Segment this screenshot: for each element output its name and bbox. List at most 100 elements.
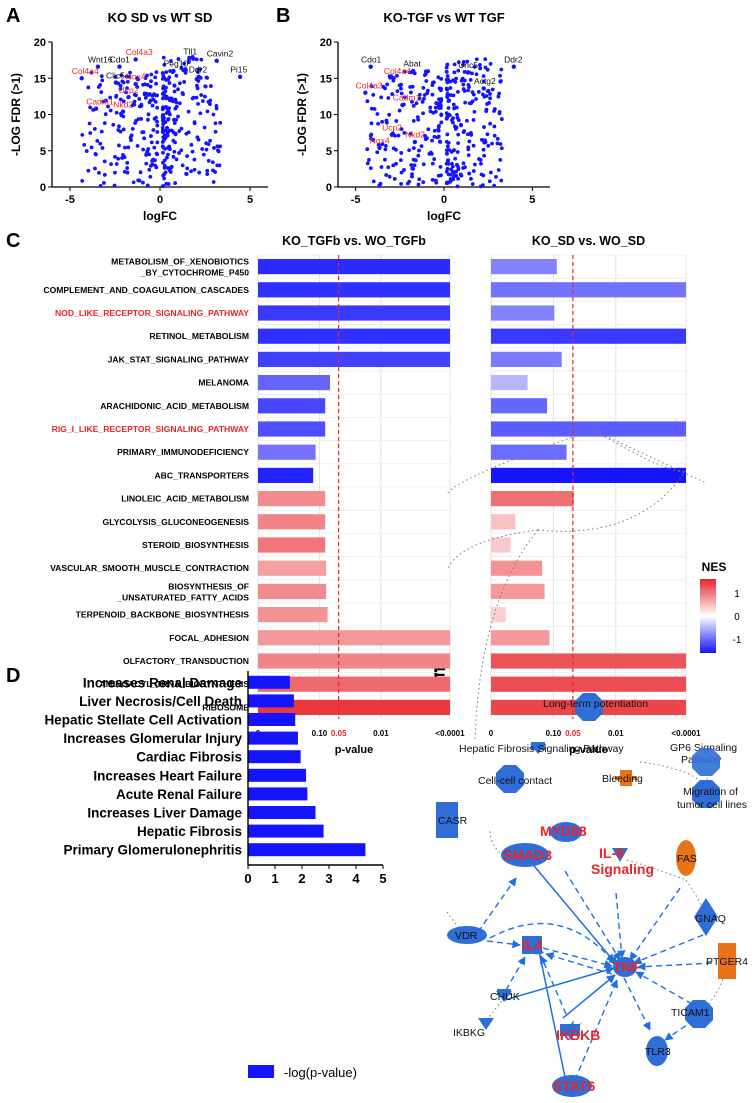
volcano-point <box>454 76 458 81</box>
volcano-point <box>172 149 177 154</box>
label-smad3: SMAD3 <box>503 847 552 863</box>
node-vdr <box>447 926 487 944</box>
volcano-point <box>416 153 421 158</box>
node-gnaq <box>694 898 718 936</box>
disease-label: Increases Heart Failure <box>93 768 242 783</box>
label-tnf: TNF <box>613 959 641 975</box>
volcano-point <box>369 121 374 126</box>
volcano-point <box>478 66 483 71</box>
labeled-point <box>214 58 219 64</box>
volcano-point <box>468 78 473 82</box>
volcano-point <box>160 96 165 101</box>
volcano-point <box>141 147 146 152</box>
volcano-point <box>417 96 422 101</box>
volcano-point <box>154 151 159 156</box>
volcano-point <box>463 100 468 105</box>
volcano-point <box>402 131 407 135</box>
node-gp6-signaling <box>692 748 720 776</box>
x-tick-label: -5 <box>351 194 361 206</box>
volcano-point <box>481 74 486 79</box>
volcano-point <box>436 134 441 139</box>
volcano-point <box>171 130 176 135</box>
gene-label: Col4a4 <box>384 66 411 76</box>
gene-label: Ddr2 <box>504 54 523 64</box>
volcano-point <box>164 70 169 75</box>
volcano-point <box>459 78 464 83</box>
volcano-title: KO-TGF vs WT TGF <box>383 10 504 25</box>
disease-bar <box>248 768 307 782</box>
volcano-point <box>487 101 491 105</box>
legend-colorbar <box>700 579 716 653</box>
category-label: MELANOMA <box>198 378 249 388</box>
volcano-point <box>450 164 455 169</box>
volcano-point <box>471 92 476 97</box>
volcano-point <box>439 86 443 91</box>
gsea-bar <box>491 676 686 692</box>
volcano-point <box>492 124 497 129</box>
volcano-point <box>131 180 136 185</box>
label-bleeding: Bleeding <box>602 773 643 785</box>
volcano-point <box>461 63 465 67</box>
volcano-point <box>461 82 466 87</box>
volcano-point <box>474 97 478 101</box>
x-tick-label: <0.0001 <box>435 729 465 738</box>
volcano-point <box>137 178 142 183</box>
gsea-bar <box>258 491 326 507</box>
volcano-point <box>177 101 182 106</box>
volcano-point <box>171 154 176 159</box>
edge-smad3-tnf <box>529 860 618 966</box>
volcano-point <box>371 92 376 97</box>
edge-ikbkb-tnf <box>562 974 616 1019</box>
volcano-point <box>445 166 450 171</box>
volcano-point <box>430 80 435 85</box>
volcano-point <box>163 105 168 110</box>
volcano-point <box>218 120 223 125</box>
x-axis-label: p-value <box>335 744 374 756</box>
gene-label: Col4a3 <box>356 80 383 90</box>
volcano-point <box>424 79 429 83</box>
labeled-point <box>117 64 122 69</box>
volcano-point <box>195 83 199 88</box>
volcano-point <box>135 144 140 148</box>
gsea-bar <box>491 375 528 391</box>
volcano-point <box>428 109 433 114</box>
volcano-point <box>451 120 455 125</box>
node-stat6 <box>552 1075 592 1097</box>
volcano-point <box>161 173 166 178</box>
volcano-point <box>189 142 194 147</box>
volcano-point <box>398 158 403 163</box>
gsea-bar <box>491 467 686 483</box>
volcano-point <box>169 58 173 63</box>
node-ikbkb-box <box>560 1024 580 1036</box>
volcano-point <box>395 89 400 94</box>
volcano-point <box>179 66 184 71</box>
volcano-point <box>432 157 437 162</box>
label-migration-1: Migration of <box>683 786 738 798</box>
volcano-point <box>186 60 191 65</box>
volcano-point <box>174 73 179 78</box>
label-chuk: CHUK <box>490 991 520 1003</box>
gene-label: Clic5 <box>106 70 125 80</box>
volcano-point <box>365 161 370 166</box>
volcano-point <box>459 173 464 178</box>
x-tick-label: 3 <box>325 871 332 886</box>
volcano-point <box>152 145 157 150</box>
disease-bar <box>248 731 298 745</box>
volcano-point <box>179 126 184 131</box>
volcano-point <box>117 124 121 129</box>
volcano-point <box>385 82 390 87</box>
gsea-bar <box>258 351 450 367</box>
label-ikbkb: IKBKB <box>556 1027 600 1043</box>
volcano-point <box>478 184 483 189</box>
volcano-point <box>482 153 487 158</box>
gsea-bar <box>258 259 450 275</box>
volcano-point <box>112 183 117 188</box>
category-label: FOCAL_ADHESION <box>169 633 249 643</box>
x-tick-label: 0.01 <box>608 729 624 738</box>
volcano-point <box>496 168 501 172</box>
volcano-point <box>214 103 219 108</box>
volcano-point <box>365 147 370 152</box>
volcano-point <box>174 100 179 105</box>
volcano-point <box>130 126 135 131</box>
volcano-point <box>394 161 398 166</box>
